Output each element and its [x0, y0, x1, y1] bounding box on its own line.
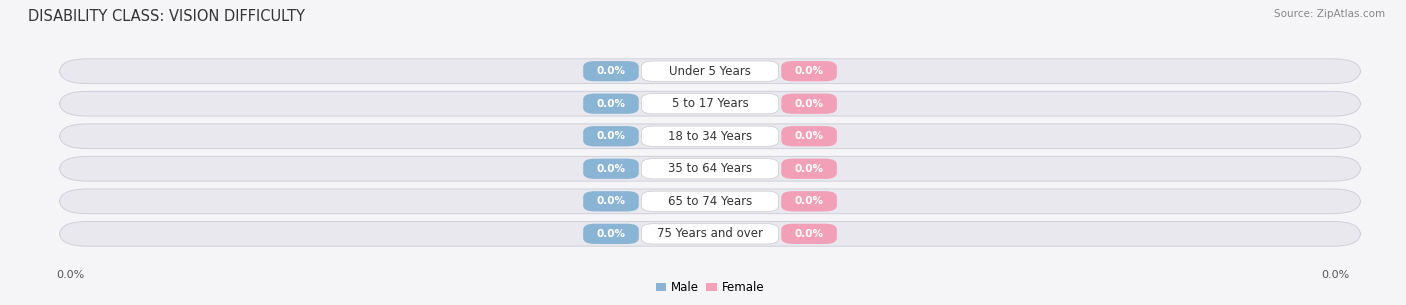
- FancyBboxPatch shape: [641, 94, 779, 114]
- Text: 75 Years and over: 75 Years and over: [657, 227, 763, 240]
- FancyBboxPatch shape: [782, 94, 837, 114]
- FancyBboxPatch shape: [782, 224, 837, 244]
- FancyBboxPatch shape: [641, 224, 779, 244]
- Text: 0.0%: 0.0%: [1322, 270, 1350, 279]
- FancyBboxPatch shape: [59, 221, 1361, 246]
- FancyBboxPatch shape: [59, 189, 1361, 214]
- Text: 5 to 17 Years: 5 to 17 Years: [672, 97, 748, 110]
- Text: 0.0%: 0.0%: [794, 164, 824, 174]
- FancyBboxPatch shape: [782, 61, 837, 81]
- FancyBboxPatch shape: [583, 191, 638, 211]
- Text: 0.0%: 0.0%: [596, 196, 626, 206]
- Text: 0.0%: 0.0%: [794, 131, 824, 141]
- Text: 35 to 64 Years: 35 to 64 Years: [668, 162, 752, 175]
- FancyBboxPatch shape: [59, 124, 1361, 149]
- Text: 0.0%: 0.0%: [596, 99, 626, 109]
- Text: 0.0%: 0.0%: [794, 229, 824, 239]
- Text: Under 5 Years: Under 5 Years: [669, 65, 751, 78]
- FancyBboxPatch shape: [59, 91, 1361, 116]
- FancyBboxPatch shape: [782, 126, 837, 146]
- FancyBboxPatch shape: [59, 156, 1361, 181]
- Text: 0.0%: 0.0%: [596, 164, 626, 174]
- FancyBboxPatch shape: [59, 59, 1361, 84]
- FancyBboxPatch shape: [641, 61, 779, 81]
- Legend: Male, Female: Male, Female: [651, 276, 769, 299]
- Text: 0.0%: 0.0%: [56, 270, 84, 279]
- FancyBboxPatch shape: [641, 191, 779, 211]
- FancyBboxPatch shape: [782, 159, 837, 179]
- Text: 0.0%: 0.0%: [794, 99, 824, 109]
- FancyBboxPatch shape: [583, 94, 638, 114]
- Text: 65 to 74 Years: 65 to 74 Years: [668, 195, 752, 208]
- Text: 0.0%: 0.0%: [794, 66, 824, 76]
- FancyBboxPatch shape: [583, 224, 638, 244]
- Text: 0.0%: 0.0%: [596, 131, 626, 141]
- FancyBboxPatch shape: [583, 126, 638, 146]
- Text: 0.0%: 0.0%: [794, 196, 824, 206]
- Text: DISABILITY CLASS: VISION DIFFICULTY: DISABILITY CLASS: VISION DIFFICULTY: [28, 9, 305, 24]
- FancyBboxPatch shape: [782, 191, 837, 211]
- Text: 0.0%: 0.0%: [596, 66, 626, 76]
- FancyBboxPatch shape: [641, 159, 779, 179]
- FancyBboxPatch shape: [583, 159, 638, 179]
- Text: Source: ZipAtlas.com: Source: ZipAtlas.com: [1274, 9, 1385, 19]
- FancyBboxPatch shape: [583, 61, 638, 81]
- FancyBboxPatch shape: [641, 126, 779, 146]
- Text: 18 to 34 Years: 18 to 34 Years: [668, 130, 752, 143]
- Text: 0.0%: 0.0%: [596, 229, 626, 239]
